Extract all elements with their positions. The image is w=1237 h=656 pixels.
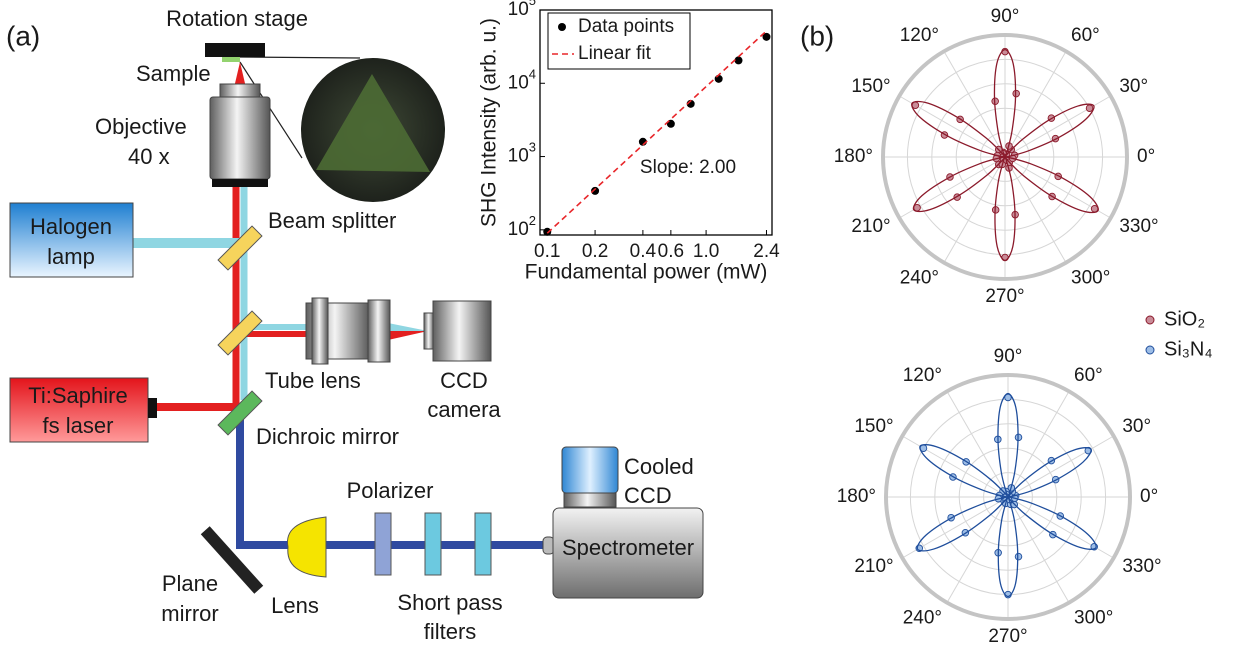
angle-label: 300°	[1074, 607, 1113, 628]
filter	[425, 513, 441, 575]
legend-label: Data points	[578, 16, 674, 37]
label: lamp	[47, 244, 95, 269]
label: Rotation stage	[166, 6, 308, 31]
label: Sample	[136, 61, 211, 86]
x-tick-label: 2.4	[753, 241, 780, 262]
tube-lens	[368, 300, 390, 362]
angle-label: 210°	[851, 216, 890, 237]
label: CCD	[624, 483, 672, 508]
y-tick-exponent: 2	[529, 213, 536, 228]
angle-label: 270°	[988, 626, 1027, 647]
angle-label: 150°	[851, 76, 890, 97]
angle-label: 330°	[1119, 216, 1158, 237]
angle-label: 240°	[900, 267, 939, 288]
label: mirror	[161, 601, 218, 626]
legend-label: SiO₂	[1164, 308, 1205, 330]
sample	[222, 57, 240, 62]
panel-label: (b)	[800, 20, 834, 51]
cooled-ccd	[562, 447, 618, 493]
label: CCD	[440, 368, 488, 393]
angle-label: 210°	[854, 556, 893, 577]
angle-label: 180°	[837, 486, 876, 507]
angle-label: 90°	[994, 346, 1023, 367]
y-tick-base: 10	[508, 146, 529, 167]
label: Dichroic mirror	[256, 424, 399, 449]
label: Ti:Saphire	[28, 383, 127, 408]
y-tick-exponent: 3	[529, 140, 536, 155]
angle-label: 270°	[985, 286, 1024, 307]
legend-marker	[558, 23, 566, 31]
angle-label: 240°	[903, 607, 942, 628]
angle-label: 90°	[991, 6, 1020, 27]
angle-label: 120°	[900, 25, 939, 46]
y-tick-exponent: 4	[529, 67, 536, 82]
label: Halogen	[30, 214, 112, 239]
label: Lens	[271, 593, 319, 618]
y-tick-base: 10	[508, 219, 529, 240]
laser-output	[148, 398, 157, 418]
label: 40 x	[128, 144, 170, 169]
y-axis-label: SHG Intensity (arb. u.)	[478, 18, 501, 227]
angle-label: 180°	[834, 146, 873, 167]
cooled-ccd	[564, 493, 616, 507]
figure: (a) (b) Rotation stage Sample Objective …	[0, 0, 1237, 656]
ccd-camera	[433, 301, 491, 361]
label: Polarizer	[347, 478, 434, 503]
data-point	[1015, 553, 1022, 560]
x-tick-label: 0.2	[582, 241, 608, 262]
angle-label: 30°	[1119, 76, 1148, 97]
angle-label: 330°	[1122, 556, 1161, 577]
legend-marker	[1146, 316, 1154, 324]
annotation: Slope: 2.00	[640, 157, 736, 178]
tube-lens	[312, 298, 328, 364]
y-tick-base: 10	[508, 72, 529, 93]
label: Plane	[162, 571, 218, 596]
angle-label: 150°	[854, 416, 893, 437]
x-tick-label: 0.1	[534, 241, 560, 262]
objective	[212, 179, 268, 187]
label: camera	[427, 397, 501, 422]
x-tick-label: 1.0	[693, 241, 719, 262]
polarizer	[375, 513, 391, 575]
label: Short pass	[397, 590, 502, 615]
legend-marker	[1146, 346, 1154, 354]
label: filters	[424, 619, 477, 644]
angle-label: 60°	[1074, 365, 1103, 386]
label: Tube lens	[265, 368, 361, 393]
angle-label: 120°	[903, 365, 942, 386]
x-tick-label: 0.4	[630, 241, 657, 262]
angle-label: 0°	[1137, 146, 1155, 167]
angle-label: 30°	[1122, 416, 1151, 437]
x-tick-label: 0.6	[658, 241, 684, 262]
data-point	[543, 228, 551, 236]
objective	[220, 84, 260, 97]
data-point	[735, 56, 743, 64]
x-axis-label: Fundamental power (mW)	[525, 261, 768, 284]
angle-label: 0°	[1140, 486, 1158, 507]
y-tick-base: 10	[508, 0, 529, 20]
label: Beam splitter	[268, 208, 396, 233]
label: Objective	[95, 114, 187, 139]
y-tick-exponent: 5	[529, 0, 536, 8]
filter	[475, 513, 491, 575]
legend-label: Linear fit	[578, 43, 652, 64]
data-point	[1086, 105, 1093, 112]
label: Cooled	[624, 454, 694, 479]
angle-label: 300°	[1071, 267, 1110, 288]
objective	[210, 97, 270, 179]
panel-label: (a)	[6, 20, 40, 51]
legend-label: Si₃N₄	[1164, 338, 1213, 360]
label: fs laser	[43, 413, 114, 438]
spectrometer-port	[543, 537, 554, 554]
rotation-stage	[205, 43, 265, 57]
angle-label: 60°	[1071, 25, 1100, 46]
label: Spectrometer	[562, 535, 694, 560]
